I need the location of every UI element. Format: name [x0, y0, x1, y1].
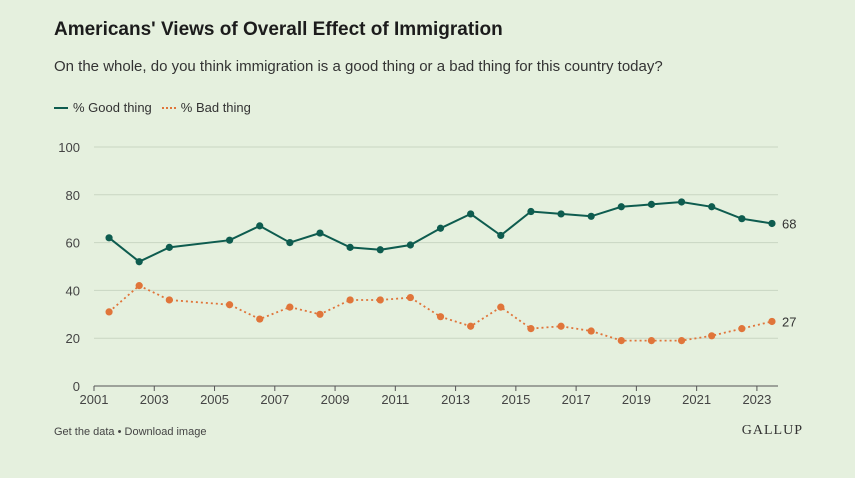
data-point-good-20 — [738, 215, 746, 223]
x-tick-label-2017: 2017 — [562, 392, 591, 407]
data-point-bad-18 — [677, 336, 686, 345]
data-point-bad-2 — [165, 296, 173, 304]
data-point-bad-19 — [708, 332, 716, 340]
data-point-bad-4 — [256, 315, 264, 323]
footer-links: Get the data • Download image — [54, 426, 206, 438]
legend-item-bad[interactable]: % Bad thing — [161, 100, 251, 115]
gallup-logo: GALLUP — [741, 423, 803, 438]
x-tick-label-2015: 2015 — [501, 392, 530, 407]
data-point-good-3 — [225, 236, 234, 244]
data-point-good-2 — [165, 243, 173, 251]
legend-label-bad: % Bad thing — [180, 100, 251, 115]
data-point-good-17 — [647, 200, 656, 208]
data-point-bad-5 — [286, 303, 294, 311]
data-point-good-18 — [677, 198, 686, 206]
x-tick-label-2019: 2019 — [622, 392, 651, 407]
legend-swatch-bad — [161, 106, 176, 109]
data-point-bad-11 — [467, 322, 475, 330]
legend-item-good[interactable]: % Good thing — [54, 100, 152, 115]
x-tick-label-2001: 2001 — [80, 392, 109, 407]
x-tick-label-2023: 2023 — [742, 392, 771, 407]
data-point-bad-3 — [225, 301, 234, 309]
data-point-good-12 — [497, 231, 505, 240]
data-point-good-14 — [557, 210, 565, 218]
data-point-bad-16 — [617, 336, 625, 345]
x-tick-label-2011: 2011 — [381, 392, 409, 407]
end-label-good: 68 — [782, 216, 796, 231]
data-point-good-8 — [376, 246, 384, 254]
data-point-bad-17 — [647, 336, 656, 345]
data-point-good-13 — [527, 207, 535, 216]
data-point-good-21 — [768, 219, 776, 228]
chart-subtitle: On the whole, do you think immigration i… — [54, 58, 663, 75]
chart-title: Americans' Views of Overall Effect of Im… — [54, 19, 503, 40]
y-tick-label-100: 100 — [58, 140, 80, 155]
y-tick-label-0: 0 — [73, 379, 80, 394]
data-point-good-6 — [316, 229, 324, 237]
legend-swatch-good — [54, 106, 68, 109]
data-point-bad-21 — [768, 317, 776, 326]
data-point-good-16 — [617, 203, 625, 211]
x-tick-label-2013: 2013 — [441, 392, 470, 407]
x-tick-label-2003: 2003 — [140, 392, 169, 407]
data-point-bad-6 — [316, 310, 324, 318]
y-tick-label-40: 40 — [66, 283, 80, 298]
data-point-bad-7 — [346, 296, 354, 304]
footer-separator: • — [114, 426, 125, 438]
legend-label-good: % Good thing — [73, 100, 152, 115]
data-point-bad-10 — [436, 313, 445, 321]
data-point-good-15 — [587, 212, 595, 220]
data-point-good-4 — [256, 222, 264, 230]
data-point-bad-1 — [135, 282, 143, 290]
data-point-bad-14 — [557, 322, 565, 330]
x-tick-label-2021: 2021 — [682, 392, 711, 407]
x-tick-label-2005: 2005 — [200, 392, 229, 407]
x-tick-label-2009: 2009 — [321, 392, 350, 407]
data-point-bad-15 — [587, 327, 595, 335]
data-point-bad-20 — [738, 325, 746, 333]
download-image-link[interactable]: Download image — [124, 426, 207, 438]
data-point-good-9 — [406, 241, 414, 249]
data-point-bad-9 — [406, 293, 414, 302]
data-point-good-1 — [135, 258, 143, 266]
series-line-bad — [108, 284, 773, 342]
get-data-link[interactable]: Get the data — [54, 426, 115, 438]
data-point-good-10 — [436, 224, 445, 232]
legend: % Good thing % Bad thing — [54, 100, 261, 115]
y-tick-label-60: 60 — [66, 236, 80, 251]
data-point-bad-8 — [376, 296, 384, 304]
data-point-bad-13 — [527, 325, 535, 333]
data-point-bad-12 — [497, 303, 505, 311]
data-point-good-11 — [467, 210, 475, 218]
x-tick-label-2007: 2007 — [260, 392, 289, 407]
y-tick-label-20: 20 — [66, 331, 80, 346]
series-line-good — [108, 200, 773, 263]
data-point-good-7 — [346, 243, 354, 251]
data-point-good-0 — [105, 234, 113, 242]
data-point-good-5 — [286, 239, 294, 247]
data-point-bad-0 — [105, 308, 113, 316]
y-tick-label-80: 80 — [66, 188, 80, 203]
end-label-bad: 27 — [782, 314, 796, 329]
data-point-good-19 — [708, 203, 716, 211]
